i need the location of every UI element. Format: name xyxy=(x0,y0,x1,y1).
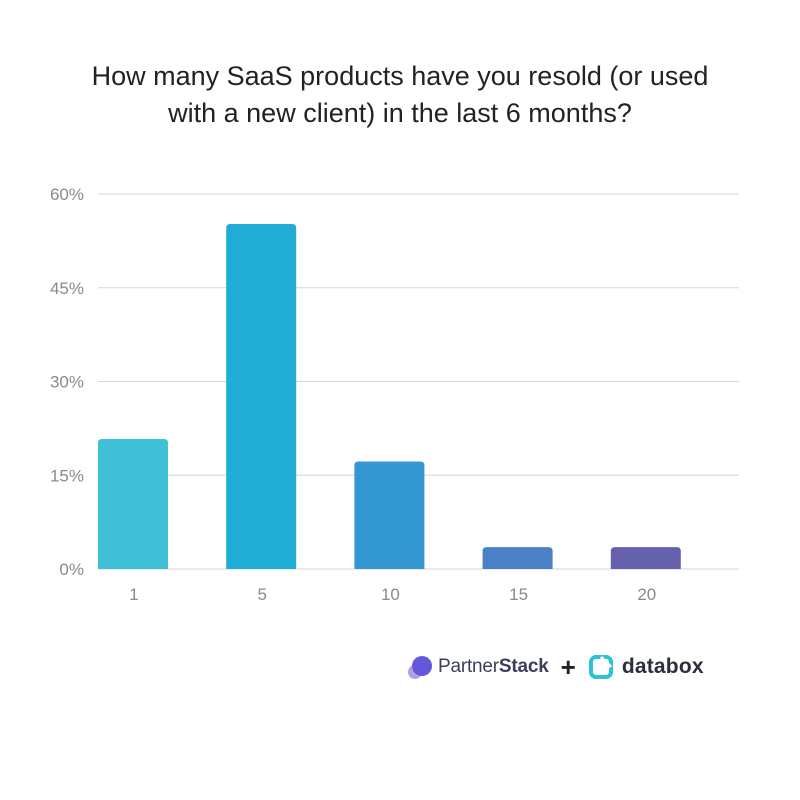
x-tick-label: 5 xyxy=(257,585,266,604)
y-tick-label: 45% xyxy=(50,279,84,298)
chart-title: How many SaaS products have you resold (… xyxy=(40,58,760,132)
bar xyxy=(98,439,168,569)
chart-title-line-1: How many SaaS products have you resold (… xyxy=(91,61,709,91)
x-tick-label: 15 xyxy=(509,585,528,604)
bar xyxy=(354,461,425,569)
databox-wordmark: databox xyxy=(621,655,704,678)
x-tick-label: 10 xyxy=(381,585,400,604)
brand-footer: PartnerStack + databox xyxy=(406,650,704,684)
partnerstack-logo-icon xyxy=(406,653,434,681)
bar xyxy=(482,547,553,569)
plus-sign: + xyxy=(560,652,576,682)
y-tick-label: 30% xyxy=(50,373,84,392)
bar xyxy=(226,224,297,569)
y-tick-label: 60% xyxy=(50,185,84,204)
chart-title-line-2: with a new client) in the last 6 months? xyxy=(168,98,632,128)
x-tick-label: 1 xyxy=(129,585,138,604)
x-tick-label: 20 xyxy=(637,585,656,604)
bar xyxy=(610,547,681,569)
partnerstack-wordmark: PartnerStack xyxy=(438,656,549,677)
databox-logo-icon xyxy=(588,654,614,680)
y-tick-label: 0% xyxy=(59,560,84,579)
y-tick-label: 15% xyxy=(50,466,84,485)
